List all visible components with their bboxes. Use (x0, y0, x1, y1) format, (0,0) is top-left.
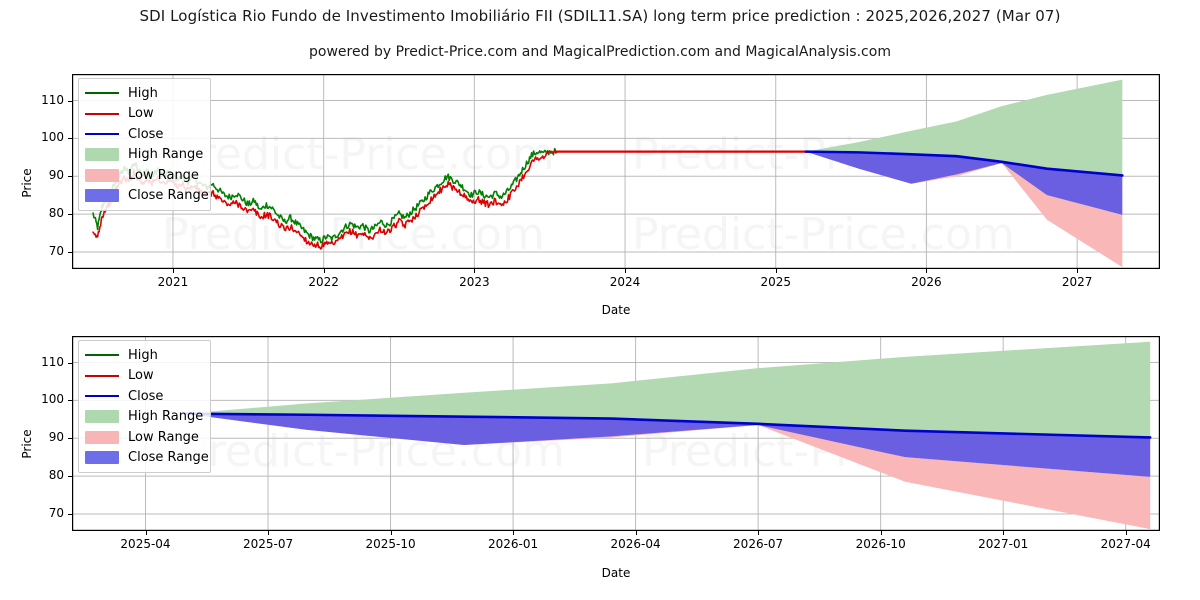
top-chart-legend-swatch-icon (85, 127, 119, 141)
bottom-chart-y-tick-mark (68, 476, 72, 478)
bottom-chart-x-tick: 2027-01 (978, 537, 1029, 551)
bottom-chart-x-tick-mark (1125, 531, 1127, 535)
bottom-chart-y-tick: 70 (48, 505, 64, 520)
top-chart-x-tick-mark (323, 269, 325, 273)
bottom-chart-x-tick: 2027-04 (1100, 537, 1151, 551)
top-chart-x-tick: 2022 (308, 275, 339, 289)
top-chart-y-tick-mark (68, 138, 72, 140)
bottom-chart-legend-swatch-icon (85, 451, 119, 465)
bottom-chart-legend-swatch-icon (85, 348, 119, 362)
page-subtitle: powered by Predict-Price.com and Magical… (309, 44, 891, 60)
top-chart-x-tick-mark (775, 269, 777, 273)
bottom-chart-x-tick: 2026-01 (488, 537, 539, 551)
bottom-chart-x-tick: 2026-10 (855, 537, 906, 551)
top-chart-y-tick: 100 (41, 130, 64, 145)
bottom-chart-legend-label: High Range (128, 409, 204, 425)
bottom-chart-x-tick-mark (758, 531, 760, 535)
top-chart-plot: Predict-Price.com Predict-Price.comPredic… (72, 74, 1160, 269)
bottom-chart-x-tick: 2025-07 (242, 537, 294, 551)
top-chart-y-tick: 70 (48, 243, 64, 258)
top-chart-legend-swatch-icon (85, 189, 119, 203)
top-chart-x-tick-mark (474, 269, 476, 273)
bottom-chart-legend-item-close-range[interactable]: Close Range (85, 448, 209, 469)
bottom-chart-legend-swatch-icon (85, 430, 119, 444)
bottom-chart-x-tick: 2025-10 (365, 537, 416, 551)
bottom-chart-x-tick-mark (880, 531, 882, 535)
top-chart-legend-label: Low (128, 106, 154, 122)
top-chart-legend-label: High Range (128, 147, 204, 163)
bottom-chart-y-tick-mark (68, 362, 72, 364)
bottom-chart-y-tick: 110 (41, 354, 64, 369)
top-chart-x-tick: 2025 (760, 275, 791, 289)
bottom-chart-x-tick-mark (390, 531, 392, 535)
bottom-chart-legend-swatch-icon (85, 369, 119, 383)
top-chart-y-tick-mark (68, 214, 72, 216)
bottom-chart-legend-item-low-range[interactable]: Low Range (85, 427, 202, 448)
top-chart-x-tick: 2027 (1061, 275, 1093, 289)
bottom-chart-y-tick-mark (68, 513, 72, 515)
top-chart-legend-swatch-icon (85, 86, 119, 100)
top-chart-legend-item-low-range[interactable]: Low Range (85, 165, 202, 186)
bottom-chart-legend-item-high[interactable]: High (85, 345, 202, 366)
bottom-chart-legend-label: Close Range (128, 450, 209, 466)
bottom-chart-y-tick-mark (68, 400, 72, 402)
top-chart-legend-swatch-icon (85, 148, 119, 162)
top-chart-legend-swatch-icon (85, 107, 119, 121)
bottom-chart-x-tick-mark (1003, 531, 1005, 535)
top-chart-y-tick: 90 (48, 168, 64, 183)
bottom-chart-legend-item-high-range[interactable]: High Range (85, 407, 204, 428)
bottom-chart-legend-label: Low (128, 368, 154, 384)
bottom-chart-legend-item-close[interactable]: Close (85, 386, 202, 407)
top-chart-x-tick: 2024 (609, 275, 641, 289)
bottom-chart-legend-item-low[interactable]: Low (85, 366, 202, 387)
top-chart-legend-label: Low Range (128, 167, 199, 183)
bottom-chart-legend-label: Low Range (128, 429, 199, 445)
bottom-chart-legend-swatch-icon (85, 410, 119, 424)
bottom-chart-y-tick: 100 (41, 392, 64, 407)
top-chart-y-tick-mark (68, 176, 72, 178)
bottom-chart-x-tick: 2025-04 (120, 537, 171, 551)
top-chart-x-tick-mark (1077, 269, 1079, 273)
top-chart-x-tick-mark (625, 269, 627, 273)
top-chart-legend-label: Close (128, 126, 164, 142)
top-chart-y-tick-mark (68, 100, 72, 102)
svg-text:Predict-Price.com: Predict-Price.com (172, 129, 555, 180)
top-chart-y-tick-mark (68, 251, 72, 253)
bottom-chart-legend-swatch-icon (85, 389, 119, 403)
bottom-chart-legend: High Low Close High Range Low Range Close Ran… (78, 340, 211, 473)
top-chart-x-tick-mark (926, 269, 928, 273)
top-chart-legend-item-high-range[interactable]: High Range (85, 145, 204, 166)
top-chart-legend-label: High (128, 85, 158, 101)
bottom-chart-x-tick-mark (145, 531, 147, 535)
top-chart-legend-item-high[interactable]: High (85, 83, 202, 104)
bottom-chart-legend-label: High (128, 347, 158, 363)
top-chart-legend-label: Close Range (128, 188, 209, 204)
top-chart-x-tick: 2021 (157, 275, 189, 289)
page-title: SDI Logística Rio Fundo de Investimento … (139, 7, 1061, 25)
bottom-chart-x-tick-mark (268, 531, 270, 535)
top-chart-y-axis-label: Price (20, 168, 34, 198)
bottom-chart-y-tick: 90 (48, 430, 64, 445)
bottom-chart-x-tick-mark (635, 531, 637, 535)
bottom-chart-x-axis-label: Date (601, 566, 631, 580)
bottom-chart-y-tick: 80 (48, 468, 64, 483)
bottom-chart-x-tick-mark (513, 531, 515, 535)
top-chart-y-tick: 110 (41, 92, 64, 107)
bottom-chart-x-tick: 2026-07 (733, 537, 784, 551)
top-chart-legend: High Low Close High Range Low Range Close Ran… (78, 78, 211, 211)
top-chart-x-tick-mark (172, 269, 174, 273)
top-chart-legend-item-close-range[interactable]: Close Range (85, 186, 209, 207)
bottom-chart-legend-label: Close (128, 388, 164, 404)
top-chart-legend-swatch-icon (85, 168, 119, 182)
top-chart-legend-item-low[interactable]: Low (85, 104, 202, 125)
bottom-chart-y-tick-mark (68, 438, 72, 440)
top-chart-x-tick: 2026 (911, 275, 942, 289)
bottom-chart-x-tick: 2026-04 (610, 537, 661, 551)
top-chart-x-axis-label: Date (601, 303, 631, 317)
top-chart-legend-item-close[interactable]: Close (85, 124, 202, 145)
top-chart-x-tick: 2023 (459, 275, 490, 289)
top-chart-y-tick: 80 (48, 206, 64, 221)
